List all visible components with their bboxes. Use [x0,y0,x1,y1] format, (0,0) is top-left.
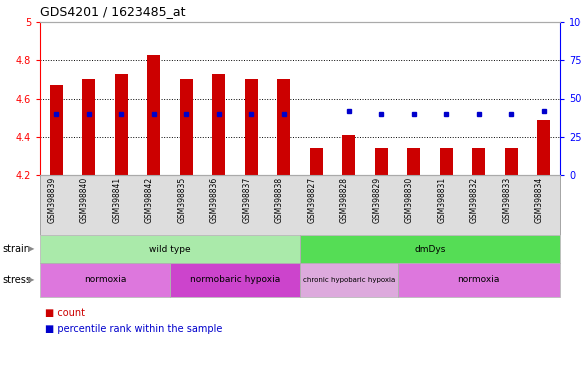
Bar [375,148,388,175]
Text: dmDys: dmDys [414,245,446,253]
Text: GSM398831: GSM398831 [437,177,446,223]
Bar [310,148,323,175]
Text: GSM398839: GSM398839 [47,177,56,223]
Text: GSM398842: GSM398842 [145,177,154,223]
Text: GSM398836: GSM398836 [210,177,219,223]
Text: wild type: wild type [149,245,191,253]
Text: GSM398840: GSM398840 [80,177,89,223]
Bar [147,55,160,175]
Text: GDS4201 / 1623485_at: GDS4201 / 1623485_at [40,5,185,18]
Bar [180,79,193,175]
Bar [440,148,453,175]
Bar [505,148,518,175]
Text: normoxia: normoxia [458,275,500,285]
Text: GSM398835: GSM398835 [177,177,187,223]
Text: GSM398832: GSM398832 [470,177,479,223]
Bar [83,79,95,175]
Bar [472,148,485,175]
Text: strain: strain [2,244,30,254]
Bar [277,79,290,175]
Bar [50,85,63,175]
Text: GSM398837: GSM398837 [242,177,251,223]
Bar [115,74,128,175]
Text: GSM398833: GSM398833 [502,177,511,223]
Text: normobaric hypoxia: normobaric hypoxia [190,275,280,285]
Bar [407,148,420,175]
Bar [245,79,258,175]
Text: GSM398827: GSM398827 [307,177,316,223]
Text: normoxia: normoxia [84,275,126,285]
Text: GSM398834: GSM398834 [535,177,544,223]
Bar [342,135,355,175]
Text: ■ count: ■ count [45,308,85,318]
Bar [212,74,225,175]
Text: chronic hypobaric hypoxia: chronic hypobaric hypoxia [303,277,395,283]
Text: GSM398828: GSM398828 [340,177,349,223]
Text: GSM398838: GSM398838 [275,177,284,223]
Text: ▶: ▶ [28,245,34,253]
Bar [537,119,550,175]
Text: GSM398841: GSM398841 [112,177,121,223]
Text: GSM398829: GSM398829 [372,177,381,223]
Text: ■ percentile rank within the sample: ■ percentile rank within the sample [45,324,223,334]
Text: GSM398830: GSM398830 [405,177,414,223]
Text: stress: stress [2,275,31,285]
Text: ▶: ▶ [28,275,34,285]
